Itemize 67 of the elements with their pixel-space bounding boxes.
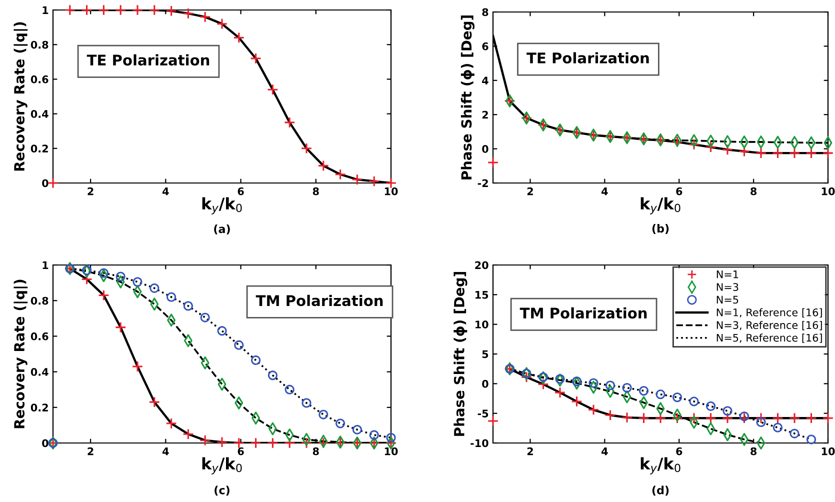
y-tick-label: -10 [470,439,488,448]
x-tick-label: 10 [384,447,398,456]
y-tick-label: 6 [482,42,488,50]
text: (b) [652,224,669,234]
legend-label: N=3, Reference [16] [716,320,822,330]
x-tick-label: 10 [822,447,835,456]
annotation: TE Polarization [526,52,649,64]
y-tick-label: 2 [482,110,488,119]
y-tick-label: 4 [482,76,488,84]
y-tick-label: 15 [476,291,488,299]
text: (d) [652,486,669,496]
x-tick-label: 2 [527,187,533,196]
y-tick-label: 5 [482,350,488,358]
y-tick-label: 0 [482,145,488,153]
text: (a) [214,224,230,234]
x-tick-label: 2 [88,447,94,456]
x-tick-label: 6 [676,447,682,456]
x-tick-label: 8 [312,187,319,196]
y-tick-label: -2 [478,179,488,187]
x-tick-label: 8 [750,447,757,456]
y-tick-label: 0.2 [30,404,48,412]
x-tick-label: 10 [822,187,835,196]
annotation: TE Polarization [86,54,210,66]
x-axis-title: k$_{y}$/k$_{0}$ [202,197,242,214]
y-tick-label: 10 [476,320,488,328]
x-axis-title: k$_{y}$/k$_{0}$ [202,457,242,474]
x-tick-label: 10 [384,187,398,196]
y-tick-label: 1 [42,6,48,14]
y-tick-label: 0.8 [30,296,48,305]
y-tick-label: 8 [482,8,488,16]
x-axis-title: k$_{y}$/k$_{0}$ [640,457,680,474]
y-axis-title: Phase Shift (ϕ) [Deg] [460,16,474,180]
annotation: TM Polarization [520,307,647,319]
x-tick-label: 4 [162,187,169,196]
legend-label: N=5, Reference [16] [716,334,822,343]
y-tick-label: 0.8 [30,40,48,49]
y-tick-label: 0 [42,179,48,188]
y-axis-title: Phase Shift (ϕ) [Deg] [454,272,468,436]
y-tick-label: 0.6 [30,332,48,340]
y-tick-label: 0 [42,439,48,448]
x-tick-label: 6 [676,187,682,196]
y-axis-title: Recovery Rate (|q|) [14,280,28,428]
y-axis-title: Recovery Rate (|q|) [14,22,28,171]
x-tick-label: 4 [602,187,608,196]
legend-label: N=1 [716,270,738,278]
x-axis-title: k$_{y}$/k$_{0}$ [640,197,680,214]
x-tick-label: 2 [88,187,94,196]
x-tick-label: 6 [238,187,244,196]
annotation: TM Polarization [256,294,383,306]
legend-label: N=3 [716,283,738,291]
y-tick-label: 0.6 [30,75,48,84]
x-tick-label: 8 [312,447,319,456]
text: (c) [214,486,230,496]
x-tick-label: 4 [162,447,169,456]
legend-label: N=1, Reference [16] [716,308,822,318]
x-tick-label: 6 [238,447,244,456]
y-tick-label: 0.2 [30,144,48,153]
x-tick-label: 8 [750,187,757,196]
y-tick-label: 0.4 [30,368,48,376]
y-tick-label: 20 [475,261,488,270]
legend-label: N=5 [716,296,738,304]
y-tick-label: 0 [482,380,488,388]
y-tick-label: 1 [42,261,48,269]
x-tick-label: 4 [602,447,608,456]
y-tick-label: -5 [478,410,488,418]
y-tick-label: 0.4 [30,110,48,118]
x-tick-label: 2 [527,447,533,456]
